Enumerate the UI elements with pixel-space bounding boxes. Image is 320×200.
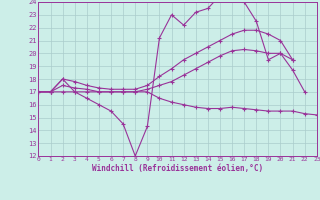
X-axis label: Windchill (Refroidissement éolien,°C): Windchill (Refroidissement éolien,°C) (92, 164, 263, 173)
